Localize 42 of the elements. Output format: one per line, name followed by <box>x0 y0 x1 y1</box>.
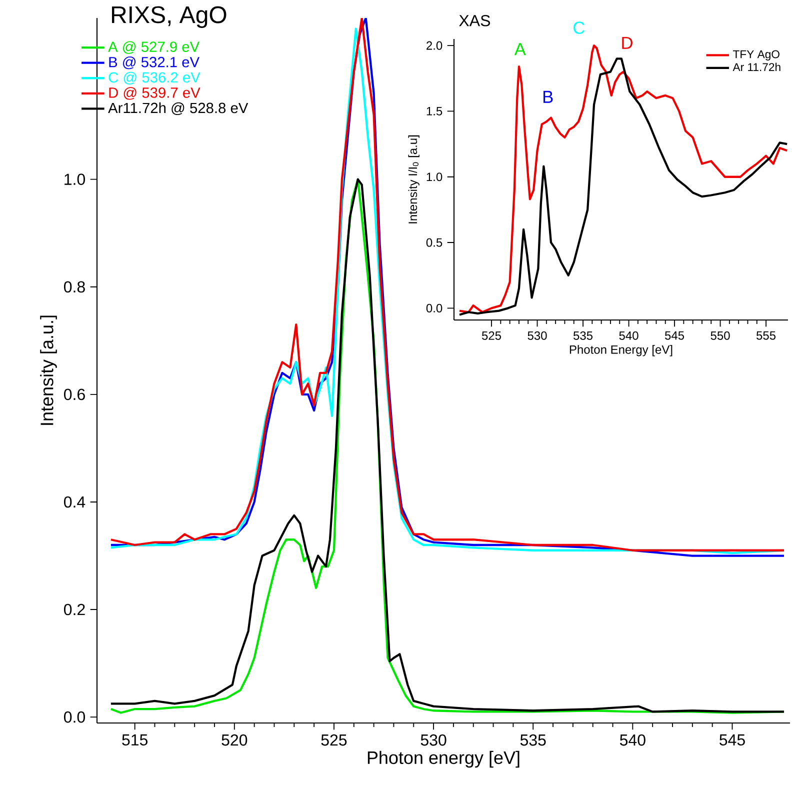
legend-label: Ar 11.72h <box>732 62 780 72</box>
x-tick-label: 545 <box>720 734 745 746</box>
x-tick-label: 525 <box>482 331 502 340</box>
x-tick-label: 520 <box>222 734 248 746</box>
y-tick-label: 1.0 <box>426 172 442 182</box>
y-tick-label: 0.2 <box>64 604 85 616</box>
legend-label: Ar11.72h @ 528.8 eV <box>108 102 248 116</box>
legend-label: A @ 527.9 eV <box>108 41 200 54</box>
x-axis-title: Photon Energy [eV] <box>570 345 672 356</box>
chart-title: RIXS, AgO <box>112 6 226 28</box>
y-tick-label: 1.0 <box>64 174 86 185</box>
y-tick-label: 0.4 <box>64 496 86 508</box>
x-tick-label: 535 <box>520 734 546 746</box>
x-tick-label: 545 <box>664 331 684 340</box>
y-axis-title: Intensity I/I$_{0}$ [a.u] <box>408 135 420 224</box>
y-tick-label: 1.5 <box>426 107 442 116</box>
y-axis-title: Intensity [a.u.] <box>40 316 57 425</box>
x-tick-label: 540 <box>619 331 638 340</box>
annotation: D <box>622 36 632 49</box>
x-tick-label: 525 <box>321 734 347 746</box>
x-tick-label: 540 <box>620 734 646 746</box>
legend-label: TFY AgO <box>733 50 780 60</box>
x-tick-label: 530 <box>420 734 446 746</box>
x-tick-label: 515 <box>122 734 148 746</box>
y-tick-label: 0.6 <box>64 388 85 400</box>
annotation: A <box>514 43 526 56</box>
x-axis-title: Photon energy [eV] <box>368 750 520 768</box>
legend-label: B @ 532.1 eV <box>109 56 200 70</box>
x-tick-label: 550 <box>710 331 730 340</box>
x-tick-label: 535 <box>573 331 593 340</box>
y-tick-label: 0.0 <box>426 304 442 312</box>
y-tick-label: 2.0 <box>426 41 442 50</box>
chart-title: XAS <box>459 14 490 26</box>
x-tick-label: 530 <box>528 331 547 340</box>
legend-label: C @ 536.2 eV <box>108 72 200 84</box>
y-tick-label: 0.8 <box>64 281 85 293</box>
legend-label: D @ 539.7 eV <box>109 87 200 100</box>
annotation: C <box>574 22 585 34</box>
y-tick-label: 0.5 <box>426 238 442 247</box>
annotation: B <box>543 90 553 103</box>
x-tick-label: 555 <box>756 331 776 340</box>
y-tick-label: 0.0 <box>64 711 86 723</box>
